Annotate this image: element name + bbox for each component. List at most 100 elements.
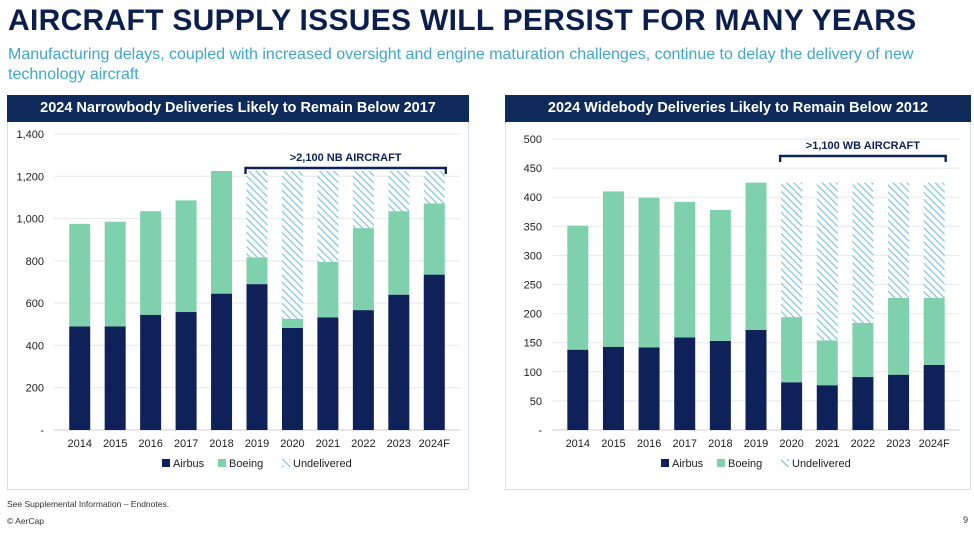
bar-airbus: [567, 349, 589, 430]
bar-airbus: [888, 374, 910, 430]
y-tick-label: 400: [26, 340, 44, 352]
bar-boeing: [674, 201, 696, 338]
y-tick-label: -: [40, 425, 44, 437]
bar-boeing: [567, 225, 589, 350]
x-tick-label: 2016: [138, 438, 162, 450]
bar-boeing: [709, 210, 731, 341]
bar-airbus: [69, 326, 91, 430]
bar-undelivered: [888, 182, 910, 298]
copyright: © AerCap: [7, 516, 44, 526]
legend-airbus: Airbus: [162, 458, 205, 470]
narrowbody-chart-panel: 2024 Narrowbody Deliveries Likely to Rem…: [7, 95, 469, 490]
x-tick-label: 2023: [886, 438, 910, 450]
x-tick-label: 2022: [351, 438, 375, 450]
bar-airbus: [175, 312, 197, 430]
bar-boeing: [888, 297, 910, 375]
legend-swatch: [282, 459, 290, 467]
legend-swatch: [162, 459, 170, 467]
legend-undelivered: Undelivered: [282, 458, 352, 470]
x-tick-label: 2015: [601, 438, 625, 450]
bar-airbus: [352, 310, 374, 430]
legend-boeing: Boeing: [218, 458, 263, 470]
annotation-label: >1,100 WB AIRCRAFT: [806, 140, 920, 152]
y-tick-label: 1,200: [16, 171, 44, 183]
x-tick-label: 2024F: [919, 438, 950, 450]
legend-label: Boeing: [728, 458, 762, 470]
x-tick-label: 2024F: [419, 438, 450, 450]
page-number: 9: [962, 515, 968, 525]
x-tick-label: 2017: [174, 438, 198, 450]
y-tick-label: 50: [530, 396, 542, 408]
bar-undelivered: [317, 171, 339, 262]
bar-boeing: [388, 211, 410, 295]
bar-airbus: [140, 314, 162, 430]
footnote: See Supplemental Information – Endnotes.: [7, 499, 170, 509]
x-tick-label: 2021: [815, 438, 839, 450]
widebody-chart-body: - 50 100 150 200 250 300 350 400 450 500 2014 2015 20…: [505, 122, 971, 490]
legend-airbus: Airbus: [661, 458, 704, 470]
legend-swatch: [717, 459, 725, 467]
legend-label: Undelivered: [792, 458, 851, 470]
y-tick-label: 250: [524, 280, 542, 292]
widebody-chart-panel: 2024 Widebody Deliveries Likely to Remai…: [505, 95, 971, 490]
bar-boeing: [175, 200, 197, 313]
x-tick-label: 2018: [209, 438, 233, 450]
widebody-chart-title: 2024 Widebody Deliveries Likely to Remai…: [505, 95, 971, 122]
bar-airbus: [709, 340, 731, 430]
x-tick-label: 2023: [387, 438, 411, 450]
y-tick-label: 350: [524, 221, 542, 233]
x-tick-label: 2022: [851, 438, 875, 450]
legend-boeing: Boeing: [717, 458, 762, 470]
bar-airbus: [638, 347, 660, 430]
bar-boeing: [317, 261, 339, 318]
bar-airbus: [281, 327, 303, 430]
bar-boeing: [246, 257, 268, 285]
bar-boeing: [816, 340, 838, 386]
legend-swatch: [661, 459, 669, 467]
y-tick-label: -: [538, 425, 542, 437]
widebody-chart: - 50 100 150 200 250 300 350 400 450 500 2014 2015 20…: [524, 134, 960, 470]
x-tick-label: 2016: [637, 438, 661, 450]
bar-undelivered: [352, 171, 374, 229]
bar-airbus: [674, 337, 696, 430]
bar-boeing: [852, 322, 874, 378]
x-tick-label: 2014: [67, 438, 91, 450]
annotation-label: >2,100 NB AIRCRAFT: [290, 152, 402, 164]
bar-airbus: [211, 293, 233, 430]
y-tick-label: 400: [524, 192, 542, 204]
bar-airbus: [923, 364, 945, 430]
legend-undelivered: Undelivered: [781, 458, 851, 470]
bar-boeing: [211, 171, 233, 294]
annotation-bracket: [244, 166, 447, 174]
narrowbody-chart: - 200 400 600 800 1,000 1,200 1,400 2014 2015 2016…: [16, 129, 460, 470]
x-tick-label: 2017: [672, 438, 696, 450]
bar-boeing: [281, 318, 303, 328]
bar-airbus: [602, 346, 624, 430]
bar-undelivered: [781, 182, 803, 318]
y-tick-label: 800: [26, 256, 44, 268]
bar-airbus: [317, 317, 339, 430]
legend-swatch: [218, 459, 226, 467]
bar-undelivered: [423, 171, 445, 204]
bar-boeing: [352, 228, 374, 311]
bar-undelivered: [816, 182, 838, 341]
bar-undelivered: [923, 182, 945, 298]
bar-airbus: [816, 385, 838, 430]
bar-undelivered: [246, 171, 268, 258]
y-tick-label: 300: [524, 250, 542, 262]
narrowbody-chart-title: 2024 Narrowbody Deliveries Likely to Rem…: [7, 95, 469, 122]
y-tick-label: 150: [524, 338, 542, 350]
page-title: AIRCRAFT SUPPLY ISSUES WILL PERSIST FOR …: [8, 4, 917, 37]
y-tick-label: 100: [524, 367, 542, 379]
bar-undelivered: [281, 171, 303, 319]
bar-airbus: [388, 294, 410, 430]
legend-label: Boeing: [229, 458, 263, 470]
y-tick-label: 1,000: [16, 214, 44, 226]
bar-boeing: [781, 317, 803, 383]
legend-swatch: [781, 459, 789, 467]
y-tick-label: 450: [524, 163, 542, 175]
legend-label: Airbus: [672, 458, 704, 470]
x-tick-label: 2015: [103, 438, 127, 450]
page-subtitle: Manufacturing delays, coupled with incre…: [8, 46, 914, 83]
x-tick-label: 2019: [744, 438, 768, 450]
